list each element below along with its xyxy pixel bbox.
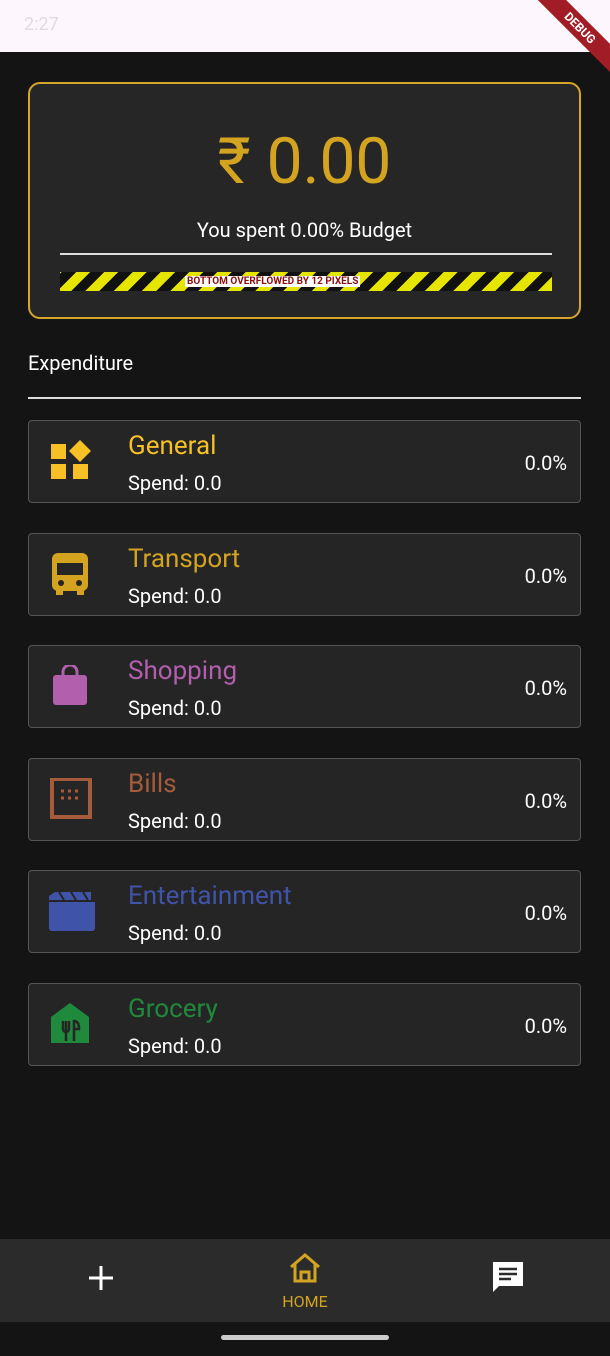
category-name: Bills	[128, 768, 177, 799]
category-spend: Spend: 0.0	[128, 471, 222, 495]
category-name: Transport	[128, 543, 241, 574]
category-icon	[53, 665, 87, 705]
home-label[interactable]: HOME	[282, 1292, 328, 1311]
category-card[interactable]: Bills Spend: 0.0 0.0%	[28, 757, 581, 841]
divider	[28, 397, 581, 399]
chat-button[interactable]	[490, 1259, 526, 1295]
category-card[interactable]: General Spend: 0.0 0.0%	[28, 420, 581, 503]
category-spend: Spend: 0.0	[128, 808, 222, 833]
divider	[60, 253, 552, 255]
summary-card: ₹ 0.00 You spent 0.00% Budget ₹ 0.00 Bud…	[28, 82, 581, 319]
category-card[interactable]: Transport Spend: 0.0 0.0%	[28, 532, 581, 616]
category-percent: 0.0%	[524, 451, 567, 475]
category-name: Entertainment	[128, 881, 292, 911]
section-title: Expenditure	[28, 351, 134, 375]
category-name: General	[128, 431, 217, 461]
add-button[interactable]	[86, 1263, 116, 1293]
amount: ₹ 0.00	[217, 124, 392, 199]
category-percent: 0.0%	[524, 563, 567, 588]
category-spend: Spend: 0.0	[128, 583, 222, 608]
category-spend: Spend: 0.0	[128, 921, 222, 945]
debug-banner: DEBUG	[530, 0, 610, 78]
home-indicator	[221, 1335, 389, 1340]
home-icon[interactable]	[287, 1251, 323, 1285]
category-icon	[52, 552, 88, 595]
category-spend: Spend: 0.0	[128, 1033, 222, 1058]
overflow-warning: BOTTOM OVERFLOWED BY 12 PIXELS	[185, 276, 361, 287]
category-percent: 0.0%	[524, 901, 567, 925]
category-card[interactable]: Shopping Spend: 0.0 0.0%	[28, 645, 581, 728]
category-icon	[51, 1002, 89, 1043]
category-percent: 0.0%	[524, 676, 567, 700]
category-spend: Spend: 0.0	[128, 696, 222, 720]
category-card[interactable]: Entertainment Spend: 0.0 0.0%	[28, 870, 581, 953]
caption: You spent 0.00% Budget	[196, 218, 413, 242]
category-name: Shopping	[128, 656, 238, 686]
status-time: 2:27	[24, 14, 59, 35]
category-percent: 0.0%	[524, 1013, 567, 1038]
category-name: Grocery	[128, 993, 218, 1024]
bottom-nav: HOME	[0, 1239, 610, 1322]
category-percent: 0.0%	[524, 788, 567, 813]
category-icon	[50, 777, 92, 819]
category-icon	[49, 891, 95, 931]
category-card[interactable]: Grocery Spend: 0.0 0.0%	[28, 982, 581, 1066]
category-icon	[51, 440, 91, 479]
status-bar: 2:27 DEBUG	[0, 0, 610, 78]
